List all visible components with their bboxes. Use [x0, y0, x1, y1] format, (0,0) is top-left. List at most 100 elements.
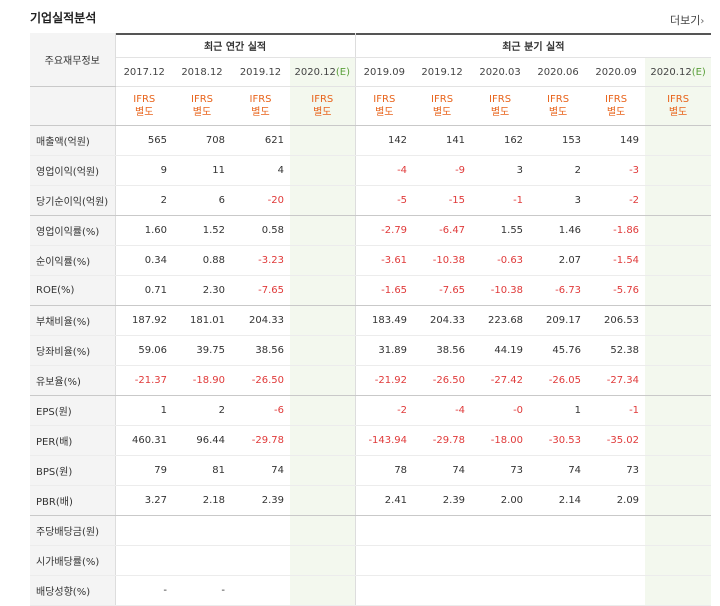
table-cell: 39.75 [173, 335, 231, 366]
table-cell: 153 [529, 125, 588, 156]
table-cell: 187.92 [115, 305, 173, 336]
table-cell: -7.65 [413, 275, 472, 306]
ifrs-text: IFRS 별도 [231, 93, 290, 119]
table-row: 당기순이익(억원) 2 6 -20 -5 -15 -1 3 -2 [30, 185, 712, 216]
table-cell: 204.33 [413, 305, 472, 336]
table-cell: -1.86 [587, 215, 646, 246]
table-cell [587, 515, 646, 546]
table-cell: 223.68 [471, 305, 530, 336]
table-cell: -143.94 [355, 425, 414, 456]
table-cell [413, 545, 472, 576]
table-row: 당좌비율(%) 59.06 39.75 38.56 31.89 38.56 44.19 45.… [30, 335, 712, 366]
table-cell: -26.50 [413, 365, 472, 396]
table-cell: 59.06 [115, 335, 173, 366]
table-cell [290, 515, 356, 546]
table-cell: 11 [173, 155, 231, 186]
table-cell [173, 515, 231, 546]
row-label: 부채비율(%) [30, 305, 116, 336]
table-cell [290, 545, 356, 576]
period-header: 2019.12 [231, 57, 290, 87]
table-cell [290, 335, 356, 366]
table-cell: -29.78 [231, 425, 290, 456]
table-cell: -21.37 [115, 365, 173, 396]
table-cell [471, 545, 530, 576]
table-cell [645, 245, 712, 276]
table-cell: 2.18 [173, 485, 231, 516]
more-link[interactable]: 더보기› [670, 12, 704, 28]
table-cell: -5 [355, 185, 414, 216]
table-cell: -1 [471, 185, 530, 216]
table-cell: -18.90 [173, 365, 231, 396]
table-cell: 2.14 [529, 485, 588, 516]
table-cell [645, 155, 712, 186]
period-header: 2020.06 [529, 57, 588, 87]
table-cell: 1.46 [529, 215, 588, 246]
table-cell: -20 [231, 185, 290, 216]
period-header: 2019.09 [355, 57, 414, 87]
ifrs-text: IFRS 별도 [471, 93, 529, 119]
row-label: BPS(원) [30, 455, 116, 486]
ifrs-line: IFRS [489, 94, 512, 105]
table-cell [290, 245, 356, 276]
table-cell: 1.60 [115, 215, 173, 246]
annual-group-header: 최근 연간 실적 [115, 33, 356, 58]
table-cell [231, 515, 290, 546]
table-cell [290, 155, 356, 186]
table-cell: 79 [115, 455, 173, 486]
table-cell [413, 515, 472, 546]
table-row: PER(배) 460.31 96.44 -29.78 -143.94 -29.78 -18.… [30, 425, 712, 456]
ifrs-badge: IFRS 별도 [587, 86, 646, 126]
period-label: 2019.12 [421, 66, 463, 78]
table-cell: 183.49 [355, 305, 414, 336]
table-cell: -21.92 [355, 365, 414, 396]
period-label: 2018.12 [181, 66, 223, 78]
ifrs-line: IFRS [311, 94, 334, 105]
table-row: 매출액(억원) 565 708 621 142 141 162 153 149 [30, 125, 712, 156]
ifrs-line: IFRS [133, 94, 156, 105]
table-cell [290, 125, 356, 156]
table-cell [290, 425, 356, 456]
quarter-group-header: 최근 분기 실적 [355, 33, 712, 58]
period-header: 2020.09 [587, 57, 646, 87]
period-label: 2020.03 [479, 66, 521, 78]
row-label: 주당배당금(원) [30, 515, 116, 546]
table-cell [529, 545, 588, 576]
table-cell [355, 515, 414, 546]
table-cell: -2 [587, 185, 646, 216]
table-cell: 73 [471, 455, 530, 486]
table-cell [115, 545, 173, 576]
table-cell: 3.27 [115, 485, 173, 516]
table-cell [290, 305, 356, 336]
table-cell: 38.56 [413, 335, 472, 366]
ifrs-basis: 별도 [192, 107, 212, 118]
ifrs-basis: 별도 [313, 107, 332, 118]
ifrs-line: IFRS [667, 94, 690, 105]
ifrs-text: IFRS 별도 [645, 93, 711, 119]
row-label: 매출액(억원) [30, 125, 116, 156]
ifrs-text: IFRS 별도 [413, 93, 471, 119]
table-cell: 1.52 [173, 215, 231, 246]
table-cell: 708 [173, 125, 231, 156]
period-header: 2018.12 [173, 57, 231, 87]
table-row: 영업이익률(%) 1.60 1.52 0.58 -2.79 -6.47 1.55 1.46 -1… [30, 215, 712, 246]
table-cell: 52.38 [587, 335, 646, 366]
table-cell [471, 515, 530, 546]
period-header: 2019.12 [413, 57, 472, 87]
period-label: 2020.12 [294, 66, 336, 78]
table-cell: 3 [529, 185, 588, 216]
ifrs-text: IFRS 별도 [356, 93, 414, 119]
table-cell: 74 [529, 455, 588, 486]
table-cell: 4 [231, 155, 290, 186]
table-cell: - [173, 575, 231, 606]
table-cell: 1 [115, 395, 173, 426]
ifrs-basis: 별도 [668, 107, 688, 118]
table-cell: -27.42 [471, 365, 530, 396]
table-cell: 206.53 [587, 305, 646, 336]
table-cell: 1.55 [471, 215, 530, 246]
table-cell: -6.47 [413, 215, 472, 246]
table-cell: -2 [355, 395, 414, 426]
table-cell: 2.39 [413, 485, 472, 516]
table-cell [355, 575, 414, 606]
table-cell [529, 515, 588, 546]
table-row: PBR(배) 3.27 2.18 2.39 2.41 2.39 2.00 2.14 2.09 [30, 485, 712, 516]
